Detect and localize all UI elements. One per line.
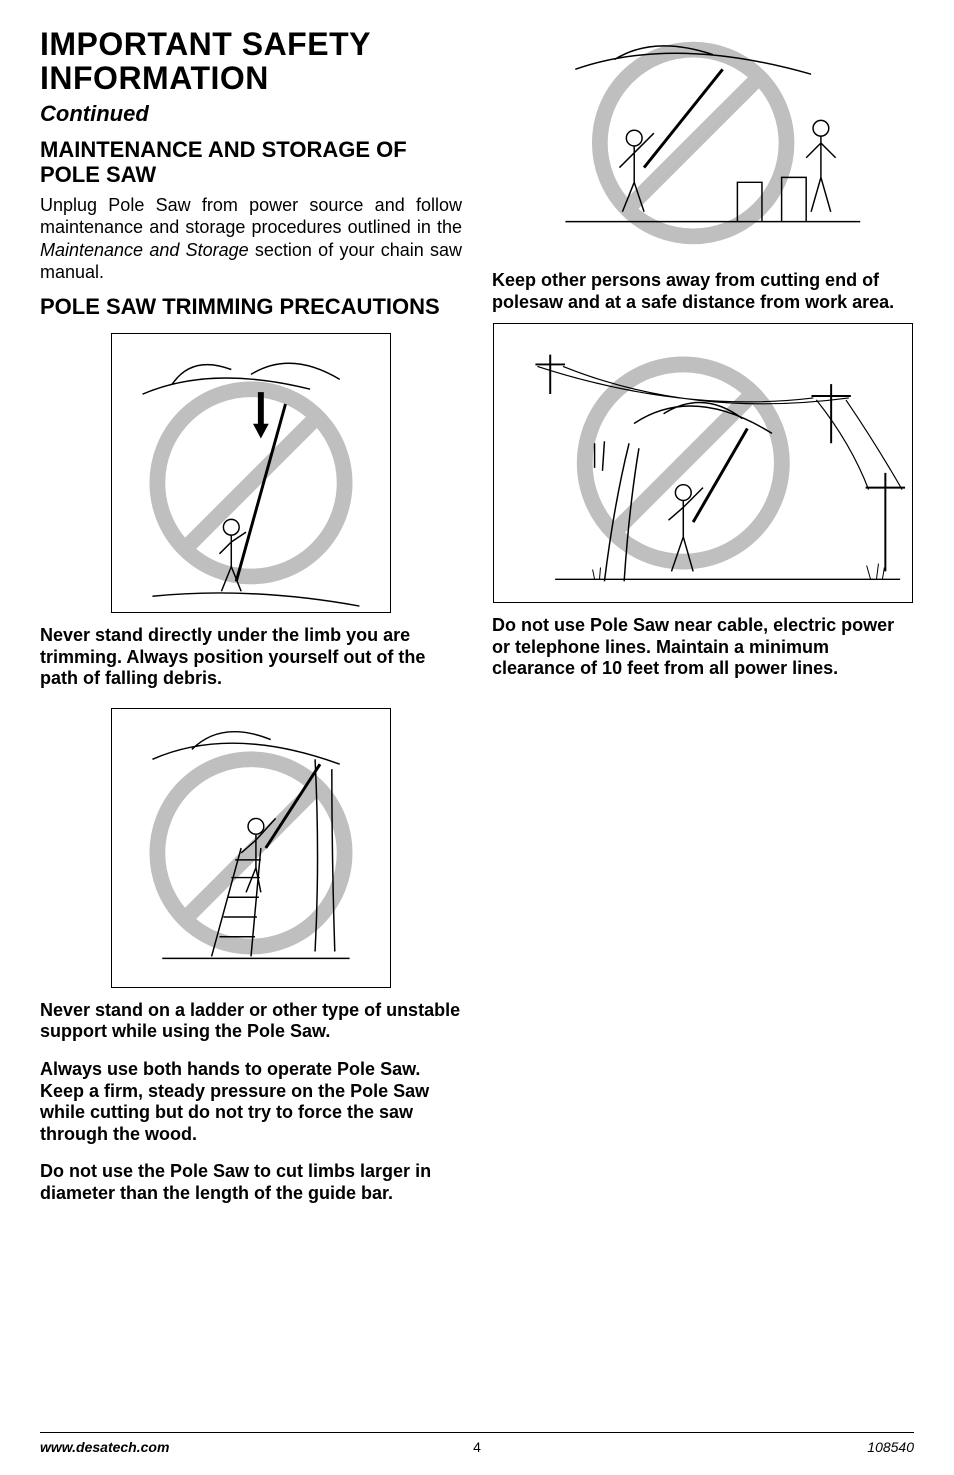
footer-page: 4 [473, 1439, 481, 1455]
figure-under-limb [111, 333, 391, 613]
maintenance-heading: MAINTENANCE AND STORAGE OF POLE SAW [40, 137, 462, 188]
caption-power-lines: Do not use Pole Saw near cable, electric… [492, 615, 914, 680]
page-footer: www.desatech.com 4 108540 [40, 1432, 914, 1455]
figure-bystanders-svg [495, 30, 911, 256]
caption-ladder-3: Do not use the Pole Saw to cut limbs lar… [40, 1161, 462, 1204]
caption-ladder-1: Never stand on a ladder or other type of… [40, 1000, 462, 1043]
figure-ladder-svg [113, 710, 389, 986]
figure-bystanders [493, 28, 913, 258]
figure-ladder [111, 708, 391, 988]
caption-ladder-2: Always use both hands to operate Pole Sa… [40, 1059, 462, 1145]
figure-power-lines-svg [495, 325, 911, 601]
maintenance-body-italic: Maintenance and Storage [40, 240, 249, 260]
maintenance-body-pre: Unplug Pole Saw from power source and fo… [40, 195, 462, 238]
footer-url: www.desatech.com [40, 1439, 169, 1455]
page-title: IMPORTANT SAFETY INFORMATION [40, 28, 462, 95]
footer-docnum: 108540 [867, 1439, 914, 1455]
caption-bystanders: Keep other persons away from cutting end… [492, 270, 914, 313]
figure-under-limb-svg [113, 335, 389, 611]
continued-label: Continued [40, 101, 462, 127]
caption-under-limb: Never stand directly under the limb you … [40, 625, 462, 690]
figure-power-lines [493, 323, 913, 603]
maintenance-body: Unplug Pole Saw from power source and fo… [40, 194, 462, 284]
precautions-heading: POLE SAW TRIMMING PRECAUTIONS [40, 294, 462, 319]
